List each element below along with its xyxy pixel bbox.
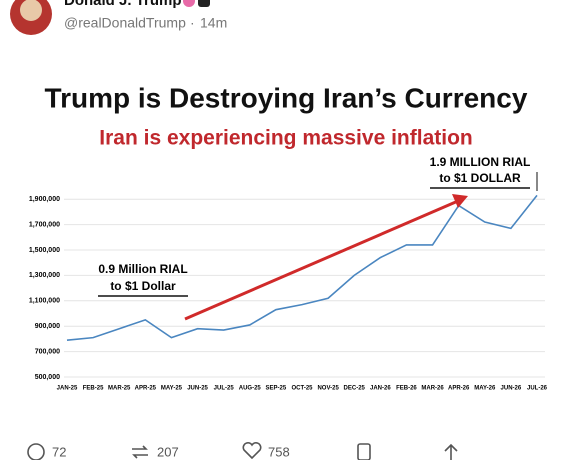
x-tick-label: JAN-26 [370, 386, 391, 392]
handle[interactable]: @realDonaldTrump [64, 15, 186, 31]
x-tick-label: JUL-26 [527, 386, 548, 392]
x-tick-label: OCT-25 [291, 386, 313, 392]
reply-icon[interactable] [27, 443, 45, 461]
chart-image [0, 58, 576, 408]
avatar-face [20, 0, 42, 21]
y-tick-label: 900,000 [35, 323, 60, 330]
x-tick-label: APR-25 [135, 386, 157, 392]
x-tick-label: DEC-25 [344, 386, 366, 392]
y-tick-label: 700,000 [35, 348, 60, 355]
x-tick-label: JUN-26 [501, 386, 522, 392]
arrow-head [452, 194, 468, 208]
y-tick-label: 1,100,000 [29, 298, 60, 305]
annotation: 1.9 MILLION RIAL [430, 155, 531, 169]
separator: · [190, 15, 195, 31]
y-tick-label: 1,500,000 [29, 247, 60, 254]
like-count: 758 [268, 444, 290, 459]
reply-count: 72 [52, 444, 66, 459]
repost-icon[interactable] [132, 445, 148, 459]
arrow [184, 199, 459, 321]
x-tick-label: NOV-25 [317, 386, 339, 392]
x-tick-label: MAR-26 [421, 386, 444, 392]
action-bar [27, 441, 458, 461]
annotation: to $1 DOLLAR [439, 171, 521, 185]
x-tick-label: APR-26 [448, 386, 470, 392]
chart-title: Trump is Destroying Iran’s Currency [45, 82, 528, 113]
bookmark-icon[interactable] [357, 443, 371, 461]
x-tick-label: FEB-26 [396, 386, 417, 392]
time: 14m [200, 15, 227, 31]
y-tick-label: 1,300,000 [29, 272, 60, 279]
x-tick-label: JAN-25 [57, 386, 78, 392]
annotation: 0.9 Million RIAL [98, 262, 187, 276]
x-tick-label: MAY-26 [474, 386, 496, 392]
y-tick-label: 500,000 [35, 374, 60, 381]
share-icon[interactable] [444, 443, 458, 460]
x-tick-label: JUN-25 [187, 386, 208, 392]
chart-subtitle: Iran is experiencing massive inflation [99, 127, 472, 150]
badge [198, 0, 210, 7]
x-tick-label: JUL-25 [214, 386, 235, 392]
badge [183, 0, 195, 7]
author[interactable]: Donald J. Trump [64, 0, 182, 9]
x-tick-label: MAY-25 [161, 386, 183, 392]
x-tick-label: MAR-25 [108, 386, 131, 392]
y-tick-label: 1,700,000 [29, 221, 60, 228]
x-tick-label: FEB-25 [83, 386, 104, 392]
annotation: to $1 Dollar [110, 279, 176, 293]
x-tick-label: AUG-25 [239, 386, 262, 392]
repost-count: 207 [157, 444, 179, 459]
like-icon[interactable] [242, 441, 262, 460]
x-tick-label: SEP-25 [266, 386, 287, 392]
y-tick-label: 1,900,000 [29, 196, 60, 203]
